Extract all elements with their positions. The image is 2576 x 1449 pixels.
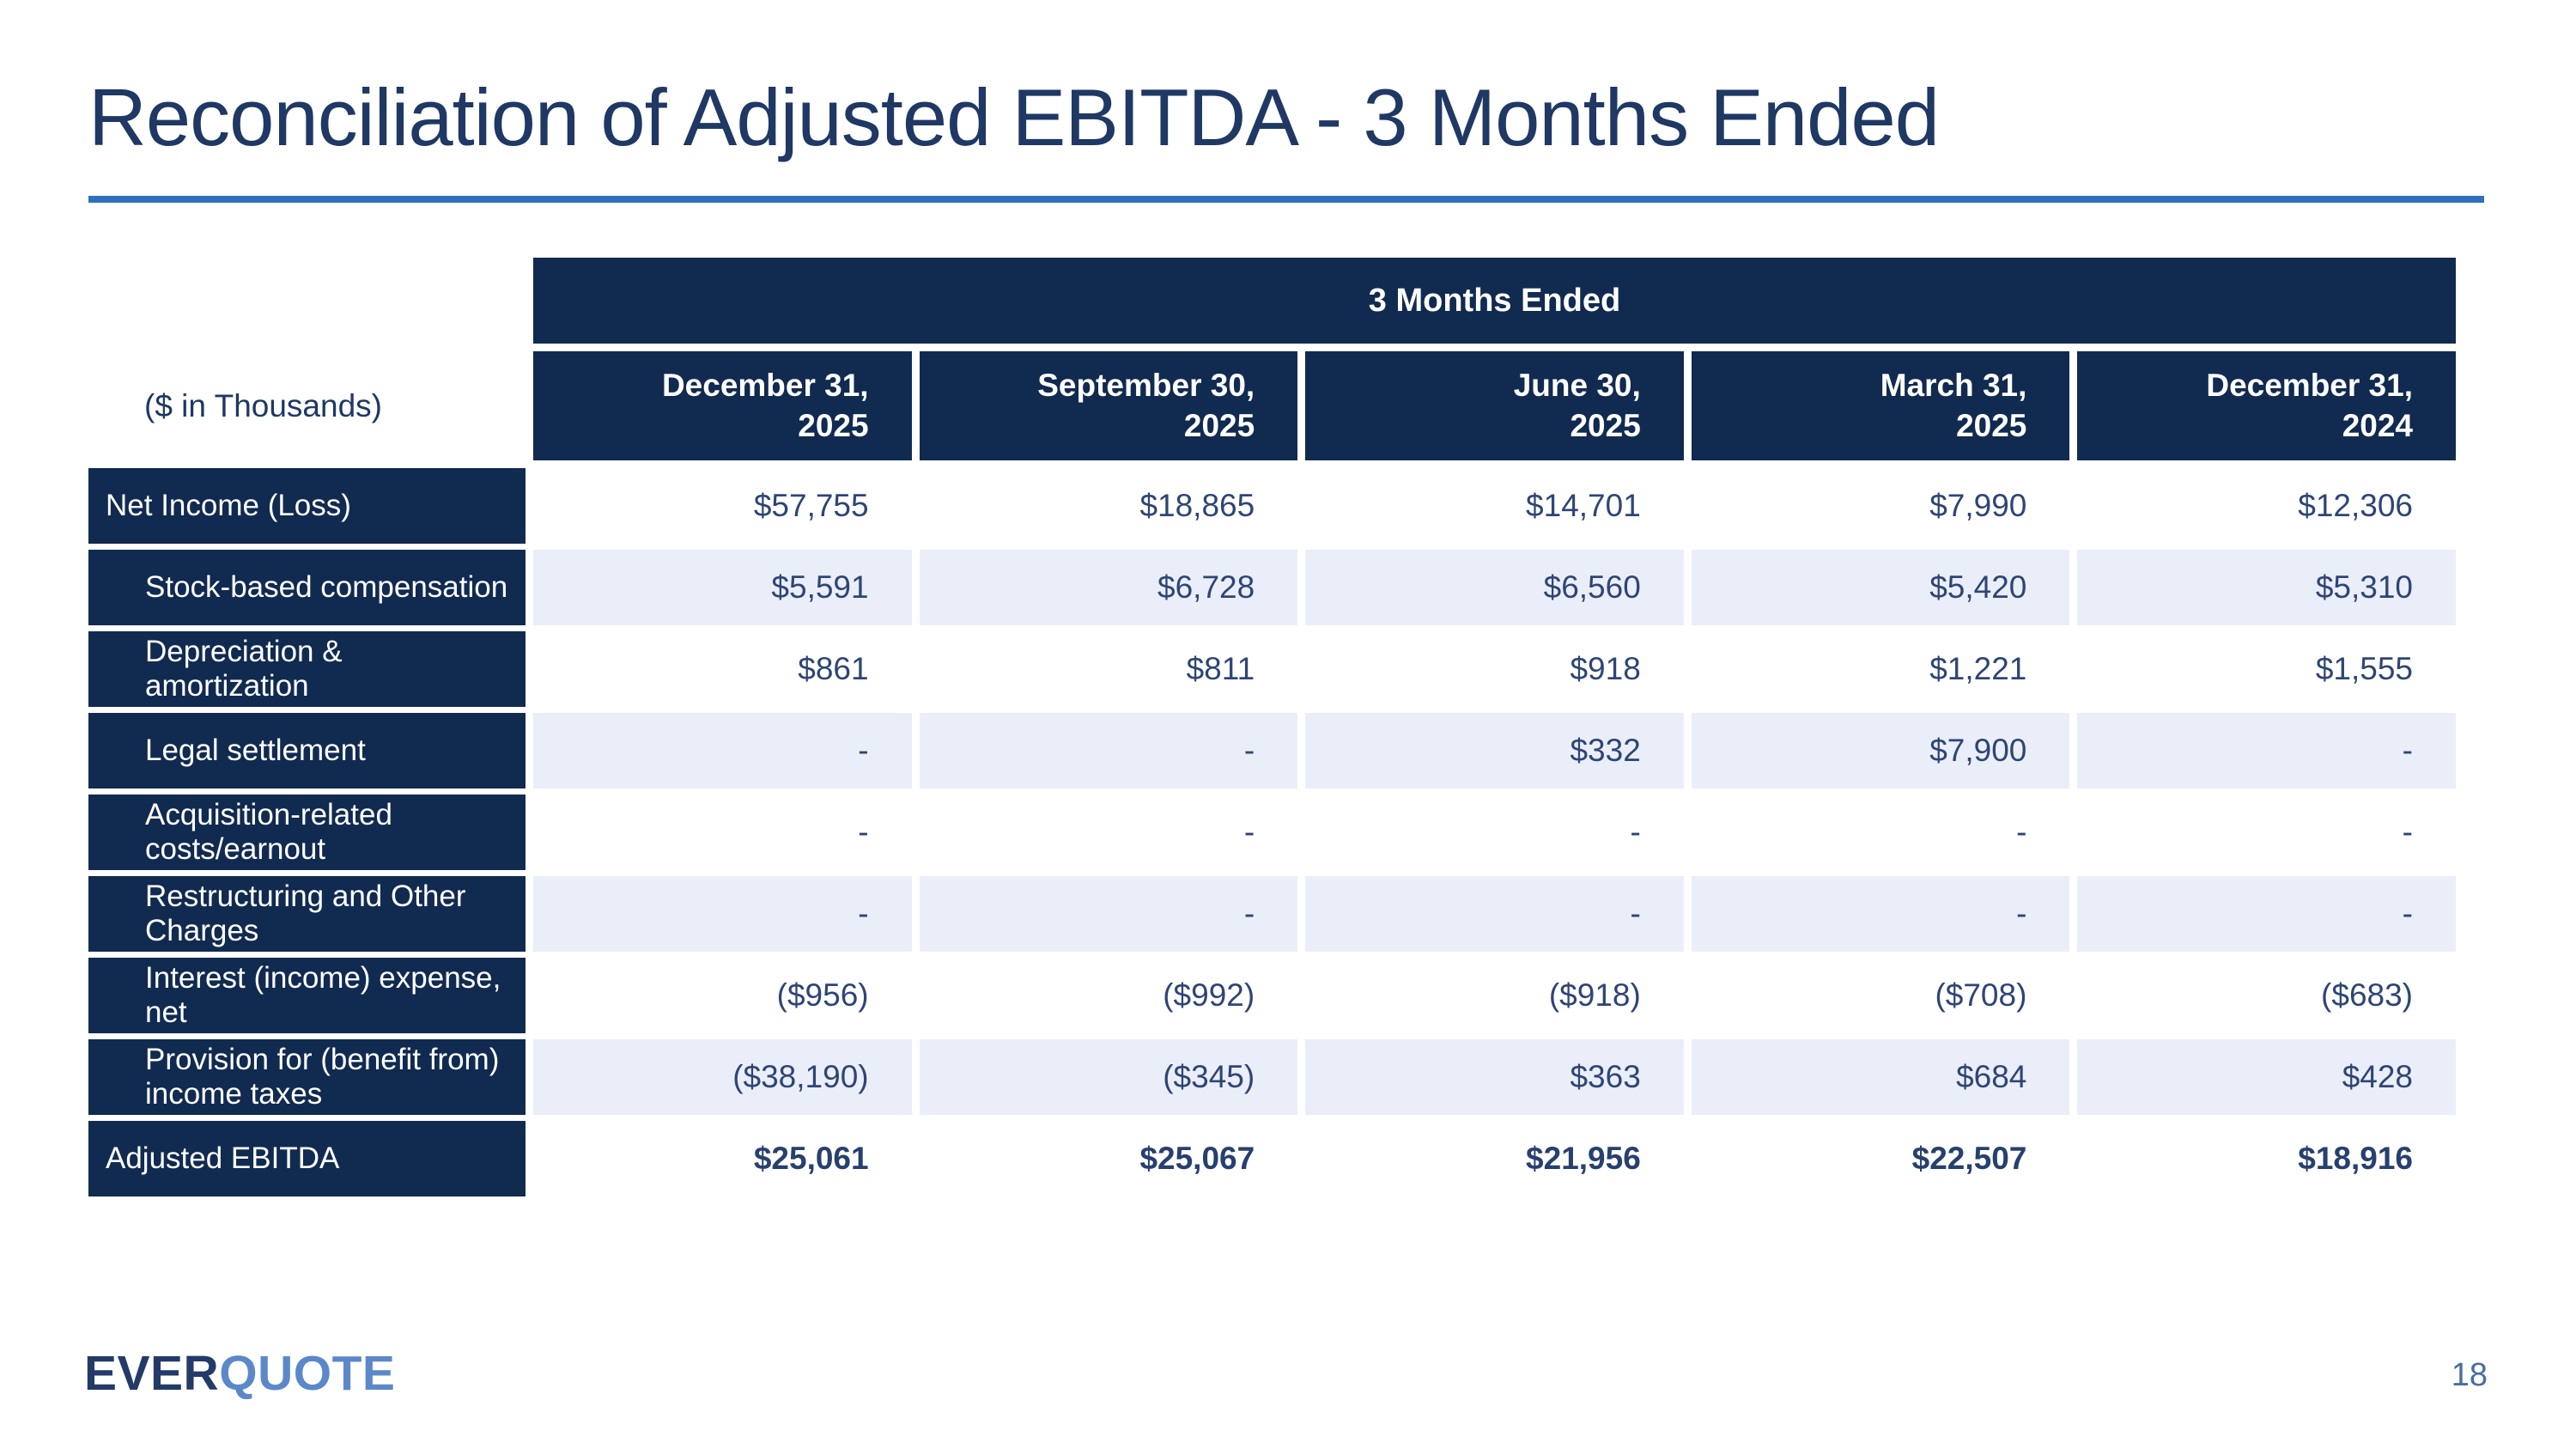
cell-value: $861 — [533, 631, 912, 707]
cell-value: $363 — [1305, 1039, 1684, 1115]
row-label: Acquisition-related costs/earnout — [88, 795, 526, 870]
column-header-line1: June 30, — [1513, 368, 1641, 404]
logo-part-ever: EVER — [84, 1346, 220, 1401]
cell-value: $18,916 — [2077, 1121, 2456, 1196]
column-header-line2: 2025 — [1183, 407, 1255, 443]
group-header-spacer — [88, 258, 526, 344]
table-row-restructuring-charges: Restructuring and Other Charges - - - - … — [88, 876, 2456, 952]
table-row-stock-based-compensation: Stock-based compensation $5,591 $6,728 $… — [88, 550, 2456, 625]
cell-value: $18,865 — [919, 468, 1298, 544]
cell-value: $25,061 — [533, 1121, 912, 1196]
cell-value: - — [533, 795, 912, 870]
cell-value: $25,067 — [919, 1121, 1298, 1196]
cell-value: $811 — [919, 631, 1298, 707]
cell-value: - — [2077, 713, 2456, 788]
cell-value: ($992) — [919, 958, 1298, 1033]
column-header-jun-30-2025: June 30, 2025 — [1305, 351, 1684, 460]
row-label: Legal settlement — [88, 713, 526, 788]
row-label: Provision for (benefit from) income taxe… — [88, 1039, 526, 1115]
row-label: Depreciation & amortization — [88, 631, 526, 707]
row-label: Interest (income) expense, net — [88, 958, 526, 1033]
column-header-mar-31-2025: March 31, 2025 — [1691, 351, 2070, 460]
column-header-line1: December 31, — [2206, 368, 2413, 404]
column-header-line1: December 31, — [661, 368, 869, 404]
cell-value: $21,956 — [1305, 1121, 1684, 1196]
table-row-income-taxes: Provision for (benefit from) income taxe… — [88, 1039, 2456, 1115]
group-header-cell: 3 Months Ended — [533, 258, 2456, 344]
column-header-line2: 2025 — [798, 407, 869, 443]
column-header-dec-31-2024: December 31, 2024 — [2077, 351, 2456, 460]
cell-value: ($918) — [1305, 958, 1684, 1033]
cell-value: $6,728 — [919, 550, 1298, 625]
column-header-line2: 2024 — [2342, 407, 2413, 443]
cell-value: - — [919, 876, 1298, 952]
row-label: Stock-based compensation — [88, 550, 526, 625]
table-row-interest-income-expense: Interest (income) expense, net ($956) ($… — [88, 958, 2456, 1033]
column-header-line1: March 31, — [1880, 368, 2027, 404]
cell-value: - — [2077, 795, 2456, 870]
cell-value: - — [919, 795, 1298, 870]
table-row-net-income: Net Income (Loss) $57,755 $18,865 $14,70… — [88, 468, 2456, 544]
cell-value: $57,755 — [533, 468, 912, 544]
column-header-line2: 2025 — [1570, 407, 1641, 443]
table-row-adjusted-ebitda: Adjusted EBITDA $25,061 $25,067 $21,956 … — [88, 1121, 2456, 1196]
everquote-logo: EVERQUOTE — [84, 1345, 395, 1402]
cell-value: - — [533, 876, 912, 952]
cell-value: $5,591 — [533, 550, 912, 625]
cell-value: - — [1305, 795, 1684, 870]
cell-value: $918 — [1305, 631, 1684, 707]
ebitda-reconciliation-table: 3 Months Ended ($ in Thousands) December… — [88, 258, 2456, 1196]
cell-value: $332 — [1305, 713, 1684, 788]
table-row-acquisition-costs: Acquisition-related costs/earnout - - - … — [88, 795, 2456, 870]
cell-value: ($38,190) — [533, 1039, 912, 1115]
units-label: ($ in Thousands) — [144, 387, 382, 423]
table-column-header-row: ($ in Thousands) December 31, 2025 Septe… — [88, 351, 2456, 460]
cell-value: $6,560 — [1305, 550, 1684, 625]
cell-value: ($708) — [1691, 958, 2070, 1033]
row-label: Restructuring and Other Charges — [88, 876, 526, 952]
cell-value: - — [2077, 876, 2456, 952]
cell-value: ($683) — [2077, 958, 2456, 1033]
cell-value: $7,900 — [1691, 713, 2070, 788]
cell-value: - — [1305, 876, 1684, 952]
cell-value: - — [1691, 795, 2070, 870]
table-row-legal-settlement: Legal settlement - - $332 $7,900 - — [88, 713, 2456, 788]
cell-value: $22,507 — [1691, 1121, 2070, 1196]
cell-value: $14,701 — [1305, 468, 1684, 544]
column-header-dec-31-2025: December 31, 2025 — [533, 351, 912, 460]
cell-value: - — [533, 713, 912, 788]
column-header-line1: September 30, — [1037, 368, 1255, 404]
cell-value: ($956) — [533, 958, 912, 1033]
column-header-line2: 2025 — [1956, 407, 2027, 443]
logo-part-quote: QUOTE — [219, 1346, 396, 1401]
table-row-depreciation-amortization: Depreciation & amortization $861 $811 $9… — [88, 631, 2456, 707]
cell-value: $428 — [2077, 1039, 2456, 1115]
title-underline — [88, 196, 2484, 203]
row-label: Net Income (Loss) — [88, 468, 526, 544]
page-title: Reconciliation of Adjusted EBITDA - 3 Mo… — [88, 72, 1940, 162]
cell-value: $5,420 — [1691, 550, 2070, 625]
column-header-sep-30-2025: September 30, 2025 — [919, 351, 1298, 460]
cell-value: $1,555 — [2077, 631, 2456, 707]
cell-value: $12,306 — [2077, 468, 2456, 544]
cell-value: - — [1691, 876, 2070, 952]
cell-value: $684 — [1691, 1039, 2070, 1115]
cell-value: $1,221 — [1691, 631, 2070, 707]
row-label: Adjusted EBITDA — [88, 1121, 526, 1196]
cell-value: $5,310 — [2077, 550, 2456, 625]
cell-value: - — [919, 713, 1298, 788]
cell-value: $7,990 — [1691, 468, 2070, 544]
page-number: 18 — [2451, 1357, 2488, 1393]
cell-value: ($345) — [919, 1039, 1298, 1115]
table-group-header-row: 3 Months Ended — [88, 258, 2456, 344]
